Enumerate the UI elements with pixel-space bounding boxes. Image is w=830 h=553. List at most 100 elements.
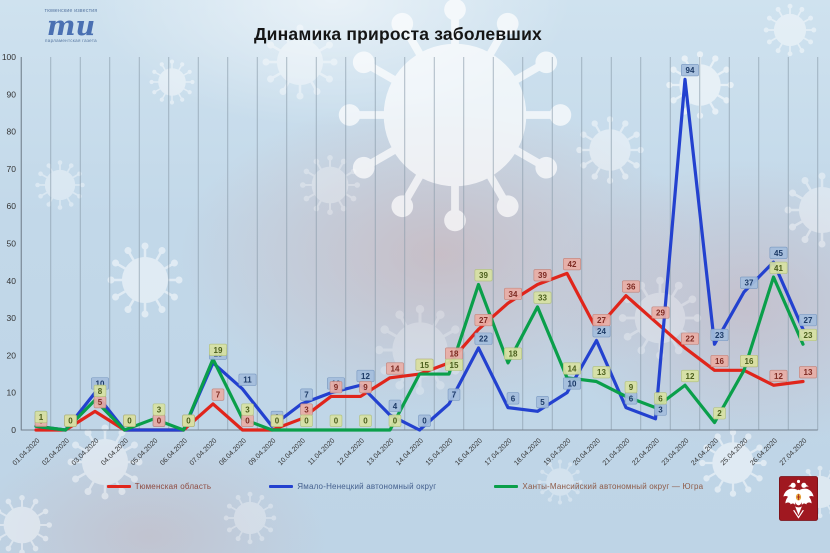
data-label: 12 bbox=[361, 372, 370, 381]
data-label-box bbox=[562, 257, 581, 271]
data-label: 9 bbox=[363, 383, 368, 392]
y-axis-tick-label: 100 bbox=[2, 52, 16, 62]
data-label: 3 bbox=[658, 406, 663, 415]
legend-item-tyumen: Тюменская область bbox=[106, 482, 212, 491]
data-label-box bbox=[300, 388, 313, 401]
x-axis-tick-label: 24.04.2020 bbox=[690, 437, 720, 467]
x-axis-tick-label: 02.04.2020 bbox=[41, 437, 71, 467]
data-label-box bbox=[209, 343, 228, 356]
data-label-box bbox=[474, 332, 493, 345]
data-label: 6 bbox=[658, 394, 663, 403]
data-label: 42 bbox=[568, 260, 577, 269]
data-label: 5 bbox=[98, 398, 103, 407]
data-label-box bbox=[504, 347, 523, 360]
data-label: 10 bbox=[568, 379, 577, 388]
data-label: 6 bbox=[629, 394, 634, 403]
data-label-box bbox=[536, 396, 549, 409]
emblem-shield-detail bbox=[796, 494, 801, 500]
legend-item-label: Ямало-Ненецкий автономный округ bbox=[297, 482, 437, 491]
data-label: 94 bbox=[686, 66, 695, 75]
logo-top-caption: тюменские известия bbox=[44, 8, 98, 14]
data-label: 33 bbox=[538, 294, 547, 303]
data-label-box bbox=[152, 403, 166, 416]
data-label: 11 bbox=[243, 376, 252, 385]
x-axis-tick-label: 13.04.2020 bbox=[366, 437, 396, 467]
data-label-box bbox=[504, 287, 523, 301]
data-label-box bbox=[710, 354, 729, 368]
data-label-box bbox=[654, 392, 667, 405]
data-label-box bbox=[592, 313, 611, 327]
data-label: 27 bbox=[804, 316, 813, 325]
data-label: 2 bbox=[717, 409, 722, 418]
data-label: 22 bbox=[686, 335, 695, 344]
y-axis-tick-label: 90 bbox=[7, 89, 17, 99]
data-label: 0 bbox=[127, 417, 132, 426]
data-label-box bbox=[329, 381, 343, 394]
data-label-box bbox=[270, 414, 284, 427]
data-label: 18 bbox=[450, 350, 459, 359]
data-label: 1 bbox=[39, 413, 44, 422]
data-label: 0 bbox=[157, 417, 162, 426]
data-label: 4 bbox=[393, 402, 398, 411]
data-label-box bbox=[533, 291, 552, 304]
data-label-box bbox=[739, 276, 758, 289]
data-label: 0 bbox=[245, 417, 250, 426]
data-label: 7 bbox=[216, 391, 221, 400]
data-label-box bbox=[474, 313, 493, 327]
data-label: 15 bbox=[450, 361, 459, 370]
y-axis-tick-label: 0 bbox=[11, 425, 16, 435]
data-label-box bbox=[621, 280, 640, 293]
gridlines bbox=[20, 57, 819, 430]
newspaper-logo: тюменские известия ти парламентская газе… bbox=[26, 9, 116, 44]
data-label-box bbox=[739, 354, 758, 368]
data-label: 10 bbox=[96, 379, 105, 388]
x-axis-tick-label: 22.04.2020 bbox=[631, 437, 661, 467]
x-axis-tick-label: 20.04.2020 bbox=[572, 437, 602, 467]
data-label: 3 bbox=[157, 406, 162, 415]
data-label-box bbox=[533, 269, 552, 282]
data-label: 14 bbox=[568, 364, 577, 373]
data-label: 0 bbox=[334, 417, 339, 426]
data-label: 15 bbox=[420, 361, 429, 370]
legend-line-swatch-blue bbox=[269, 485, 294, 488]
data-label-box bbox=[241, 403, 254, 416]
double-headed-eagle-icon bbox=[783, 479, 814, 519]
data-label: 24 bbox=[597, 327, 606, 336]
data-label: 13 bbox=[804, 368, 813, 377]
data-label: 0 bbox=[393, 417, 398, 426]
data-label: 16 bbox=[745, 357, 754, 366]
data-label: 19 bbox=[214, 346, 223, 355]
data-label: 23 bbox=[715, 331, 724, 340]
data-label: 23 bbox=[804, 331, 813, 340]
data-label-box bbox=[474, 269, 493, 282]
x-axis-tick-label: 04.04.2020 bbox=[100, 437, 130, 467]
y-axis-tick-label: 40 bbox=[7, 276, 17, 286]
y-axis-tick-label: 10 bbox=[7, 388, 17, 398]
y-axis-tick-label: 50 bbox=[7, 239, 17, 249]
data-label-box bbox=[359, 381, 372, 394]
legend-line-swatch-green bbox=[494, 485, 519, 488]
x-axis-tick-label: 03.04.2020 bbox=[71, 437, 101, 467]
x-axis-tick-label: 18.04.2020 bbox=[513, 437, 543, 467]
x-axis-tick-label: 01.04.2020 bbox=[12, 437, 42, 467]
data-label: 39 bbox=[538, 271, 547, 280]
data-label-box bbox=[34, 410, 48, 424]
y-axis-tick-label: 70 bbox=[7, 164, 17, 174]
x-axis-tick-label: 11.04.2020 bbox=[307, 437, 336, 466]
data-label: 22 bbox=[479, 335, 488, 344]
x-axis-tick-label: 14.04.2020 bbox=[395, 437, 425, 467]
logo-bottom-caption: парламентская газета bbox=[45, 38, 97, 43]
data-label: 39 bbox=[479, 271, 488, 280]
data-label-box bbox=[182, 414, 195, 427]
data-label: 18 bbox=[509, 350, 518, 359]
legend-line-swatch-red bbox=[106, 485, 131, 488]
legend-item-label: Тюменская область bbox=[134, 482, 212, 491]
data-label-box bbox=[798, 313, 817, 327]
data-label: 0 bbox=[304, 417, 309, 426]
data-label-box bbox=[710, 328, 729, 342]
data-label: 3 bbox=[304, 406, 309, 415]
data-label-box bbox=[238, 373, 257, 386]
x-axis-tick-label: 27.04.2020 bbox=[779, 437, 809, 467]
data-label-box bbox=[769, 369, 788, 383]
